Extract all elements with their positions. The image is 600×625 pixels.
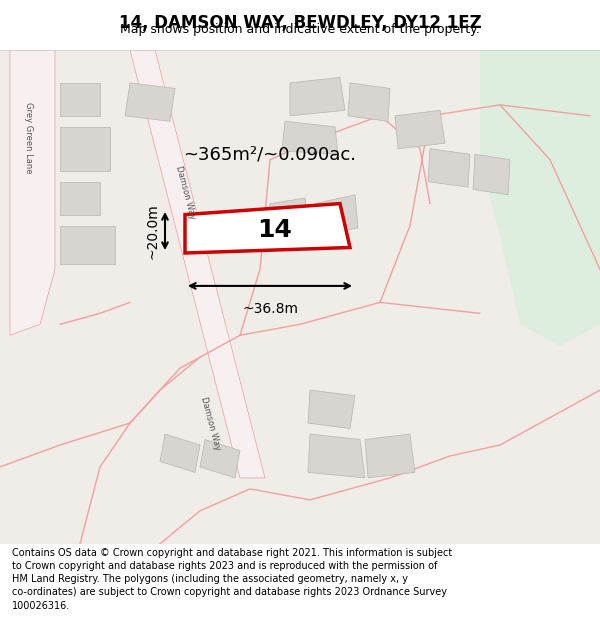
Polygon shape (160, 434, 200, 472)
Text: Damson Way: Damson Way (199, 395, 221, 451)
Text: Grey Green Lane: Grey Green Lane (23, 102, 32, 174)
Polygon shape (308, 390, 355, 429)
Polygon shape (282, 121, 338, 154)
Text: Map shows position and indicative extent of the property.: Map shows position and indicative extent… (120, 23, 480, 36)
Text: ~20.0m: ~20.0m (146, 203, 160, 259)
Polygon shape (60, 226, 115, 264)
Polygon shape (60, 83, 100, 116)
Polygon shape (428, 149, 470, 187)
Polygon shape (348, 83, 390, 121)
Text: Contains OS data © Crown copyright and database right 2021. This information is : Contains OS data © Crown copyright and d… (12, 548, 452, 611)
Polygon shape (315, 195, 358, 236)
Polygon shape (10, 50, 55, 335)
Text: 14: 14 (257, 217, 292, 242)
Polygon shape (200, 439, 240, 478)
Polygon shape (290, 78, 345, 116)
Polygon shape (480, 50, 600, 346)
Polygon shape (308, 434, 365, 478)
Polygon shape (395, 111, 445, 149)
Polygon shape (125, 83, 175, 121)
Text: 14, DAMSON WAY, BEWDLEY, DY12 1EZ: 14, DAMSON WAY, BEWDLEY, DY12 1EZ (119, 14, 481, 32)
Polygon shape (265, 198, 310, 236)
Polygon shape (60, 127, 110, 171)
Text: ~365m²/~0.090ac.: ~365m²/~0.090ac. (184, 145, 356, 163)
Polygon shape (473, 154, 510, 195)
Text: Damson Way: Damson Way (173, 165, 196, 221)
Polygon shape (185, 204, 350, 253)
Polygon shape (365, 434, 415, 478)
Text: ~36.8m: ~36.8m (242, 302, 298, 316)
Polygon shape (130, 50, 265, 478)
Polygon shape (60, 182, 100, 214)
